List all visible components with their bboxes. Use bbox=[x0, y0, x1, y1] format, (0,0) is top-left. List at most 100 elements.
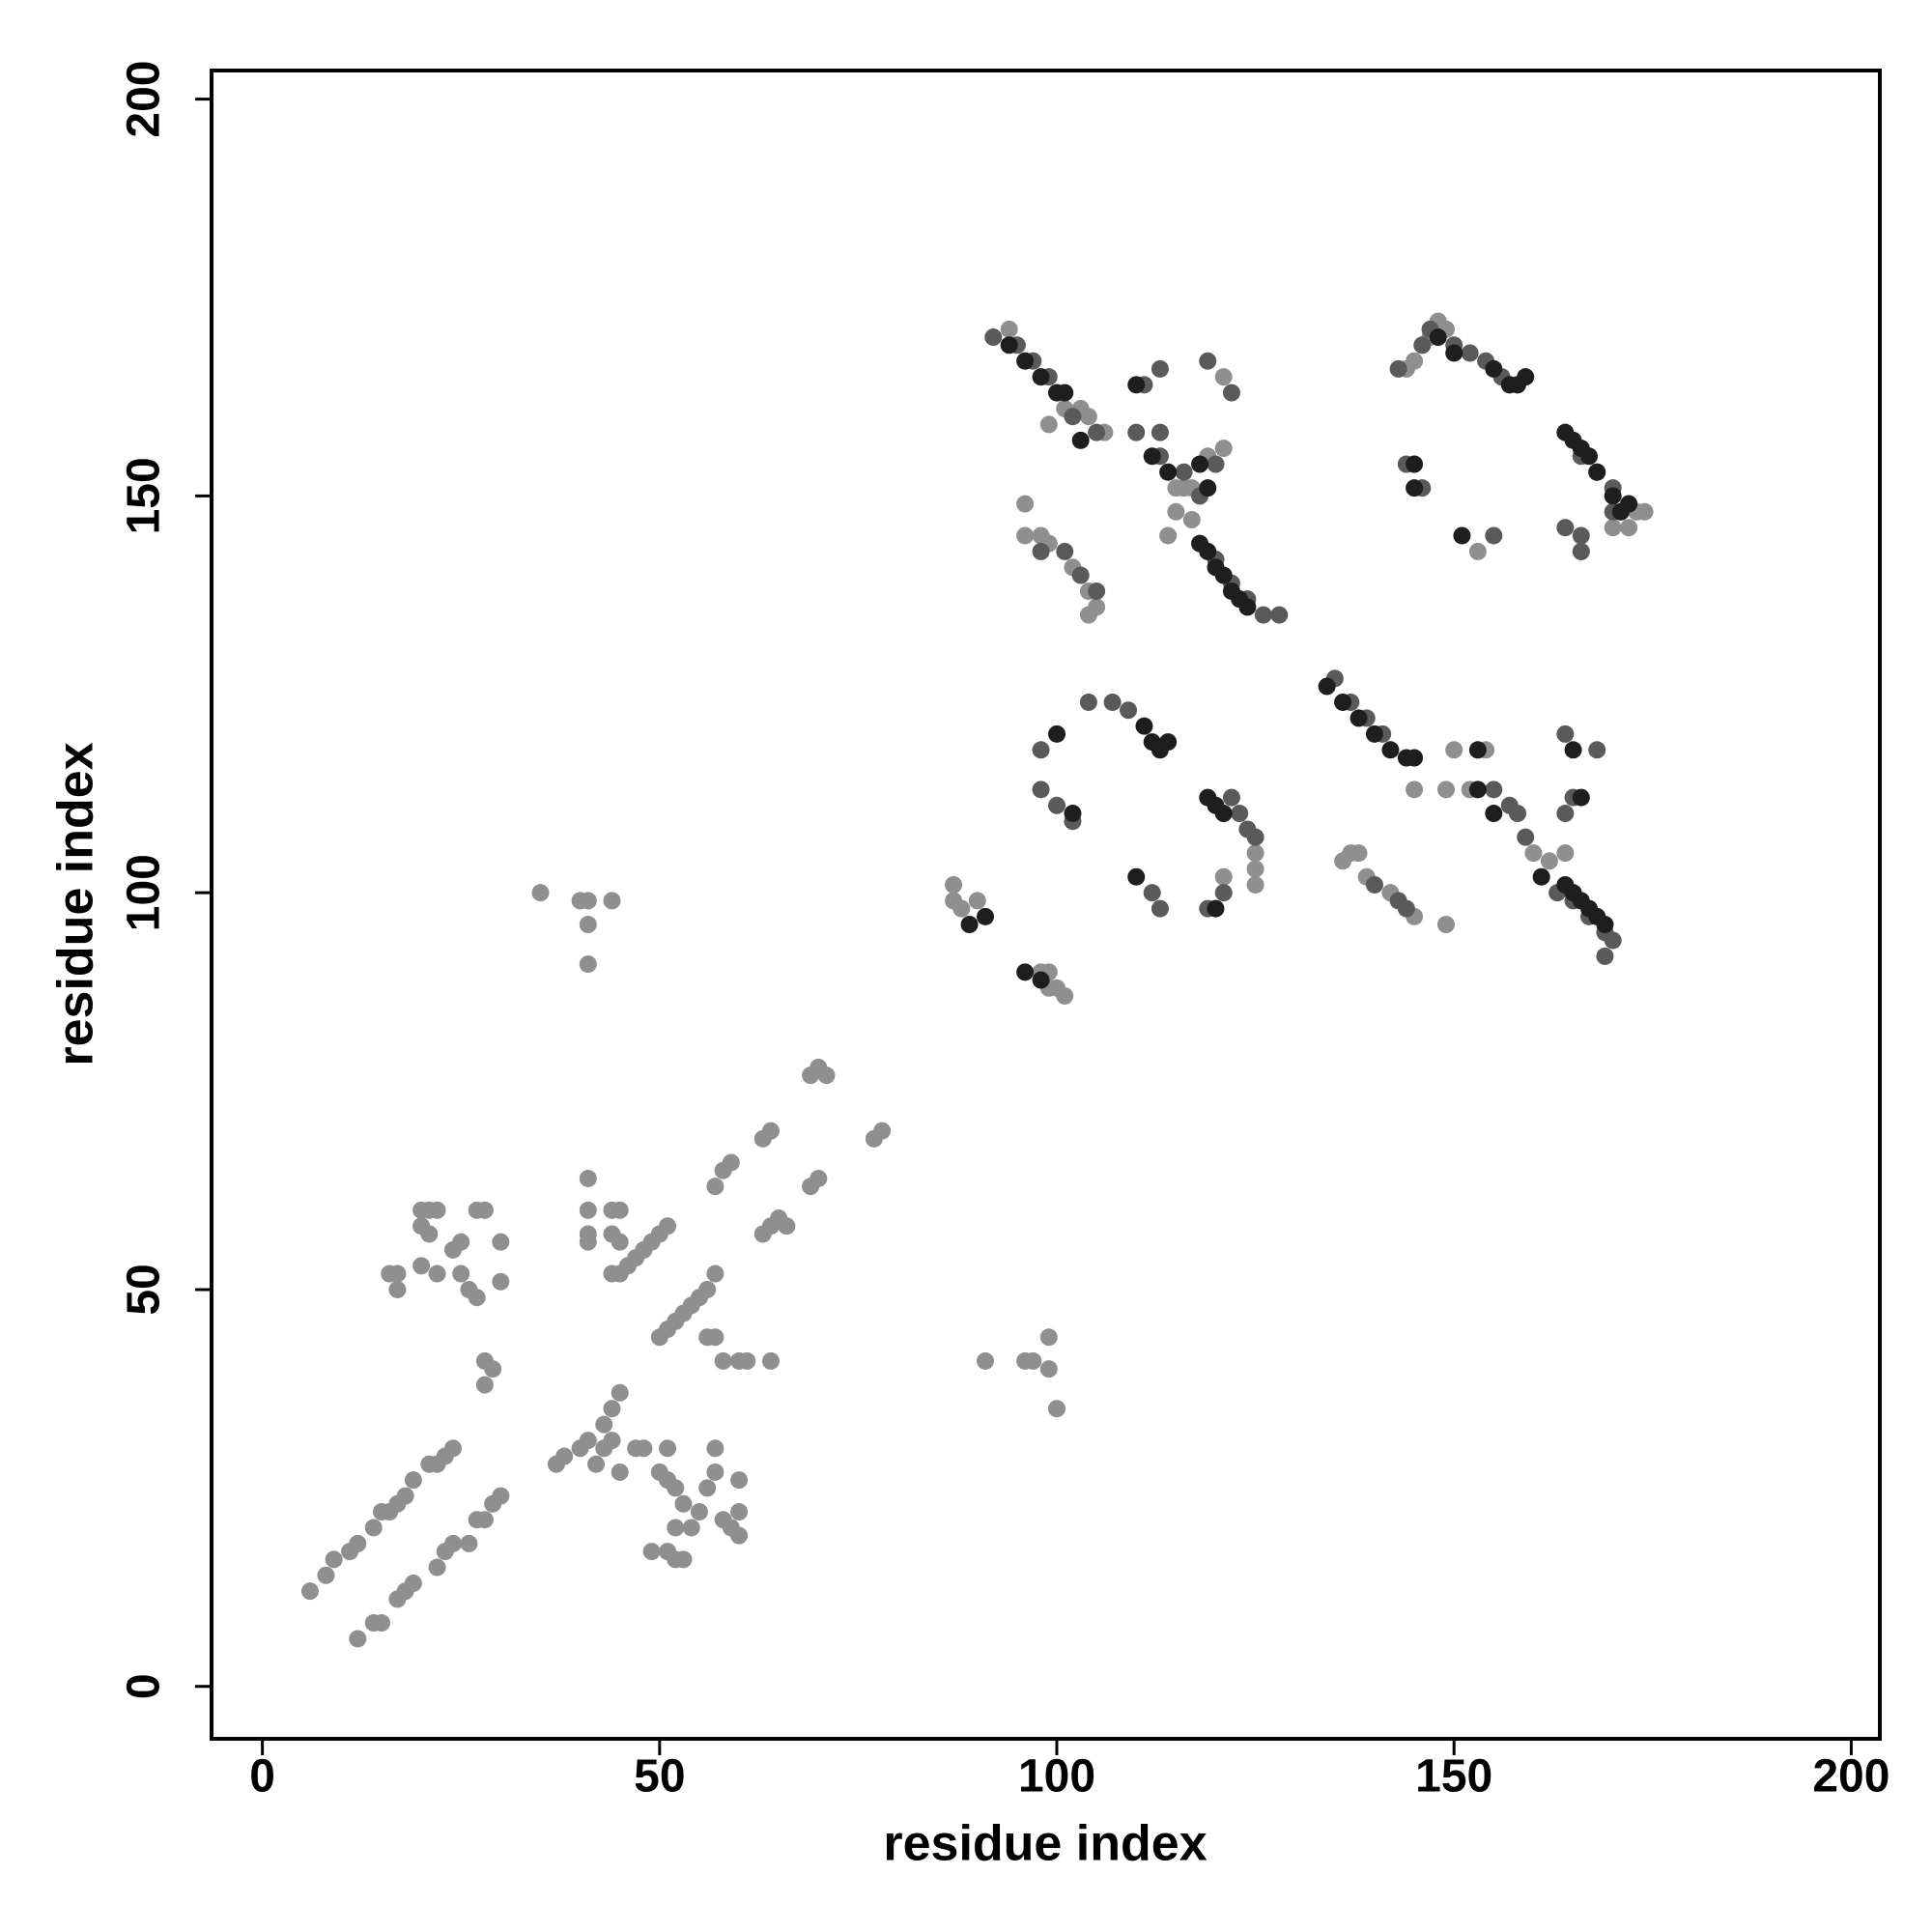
contact-point bbox=[706, 1264, 724, 1283]
contact-point bbox=[396, 1487, 414, 1505]
y-tick-label: 50 bbox=[119, 1264, 170, 1315]
contact-point bbox=[1580, 447, 1599, 466]
contact-point bbox=[1461, 344, 1479, 362]
contact-point bbox=[579, 916, 597, 934]
contact-point bbox=[1532, 867, 1550, 886]
contact-point bbox=[1214, 805, 1233, 823]
contact-point bbox=[1207, 455, 1225, 473]
contact-point bbox=[1436, 781, 1455, 799]
contact-point bbox=[595, 1415, 613, 1434]
contact-point bbox=[1524, 844, 1543, 863]
contact-point bbox=[349, 1534, 367, 1552]
contact-point bbox=[460, 1534, 478, 1552]
contact-point bbox=[1088, 423, 1106, 441]
contact-point bbox=[1596, 916, 1614, 934]
contact-point bbox=[579, 1233, 597, 1251]
contact-point bbox=[492, 1233, 510, 1251]
x-tick-label: 200 bbox=[1812, 1751, 1889, 1803]
contact-point bbox=[428, 1201, 446, 1219]
contact-point bbox=[579, 1169, 597, 1187]
contact-point bbox=[698, 1479, 717, 1497]
contact-point bbox=[579, 955, 597, 974]
contact-point bbox=[1406, 781, 1424, 799]
contact-point bbox=[1016, 963, 1035, 981]
contact-point bbox=[1572, 542, 1590, 560]
contact-point bbox=[1468, 741, 1487, 759]
contact-point bbox=[1000, 336, 1018, 355]
contact-point bbox=[317, 1566, 335, 1584]
contact-point bbox=[444, 1439, 463, 1458]
contact-point bbox=[1485, 526, 1503, 545]
contact-point bbox=[1039, 415, 1058, 434]
contact-point bbox=[1596, 947, 1614, 965]
x-tick-label: 100 bbox=[1018, 1751, 1095, 1803]
contact-point bbox=[1604, 519, 1622, 537]
contact-point bbox=[722, 1153, 740, 1172]
contact-point bbox=[1270, 606, 1289, 624]
contact-point bbox=[1167, 502, 1185, 521]
contact-point bbox=[1436, 916, 1455, 934]
contact-point bbox=[1406, 352, 1424, 370]
contact-point bbox=[1318, 677, 1336, 696]
contact-point bbox=[475, 1201, 494, 1219]
contact-point bbox=[1071, 566, 1090, 584]
contact-point bbox=[1079, 408, 1097, 426]
contact-point bbox=[1151, 899, 1169, 918]
contact-point bbox=[1199, 479, 1217, 497]
contact-point bbox=[579, 892, 597, 910]
contact-point bbox=[730, 1503, 749, 1521]
contact-point bbox=[1246, 828, 1264, 846]
contact-point bbox=[1064, 805, 1082, 823]
contact-point bbox=[945, 875, 963, 894]
contact-point bbox=[1406, 455, 1424, 473]
contact-point bbox=[1032, 741, 1050, 759]
contact-point bbox=[492, 1487, 510, 1505]
contact-point bbox=[1365, 724, 1383, 743]
contact-point bbox=[1572, 526, 1590, 545]
contact-point bbox=[1191, 455, 1209, 473]
x-tick-label: 50 bbox=[634, 1751, 685, 1803]
contact-point bbox=[1572, 788, 1590, 807]
contact-point bbox=[1334, 693, 1352, 711]
contact-point bbox=[1468, 781, 1487, 799]
contact-point bbox=[1389, 359, 1407, 378]
contact-point bbox=[698, 1280, 717, 1298]
contact-point bbox=[960, 916, 979, 934]
contact-point bbox=[1604, 931, 1622, 950]
contact-point bbox=[1604, 487, 1622, 505]
contact-point bbox=[1127, 867, 1146, 886]
contact-point bbox=[428, 1264, 446, 1283]
contact-point bbox=[1056, 384, 1074, 402]
contact-point bbox=[738, 1351, 756, 1370]
contact-point bbox=[817, 1066, 836, 1085]
contact-point bbox=[714, 1351, 732, 1370]
contact-point bbox=[603, 1432, 621, 1450]
contact-point bbox=[1429, 328, 1447, 347]
contact-point bbox=[1611, 502, 1630, 521]
contact-point bbox=[667, 1519, 685, 1537]
contact-point bbox=[579, 1201, 597, 1219]
contact-point bbox=[1540, 852, 1558, 870]
y-axis-title: residue index bbox=[48, 742, 104, 1065]
contact-point bbox=[873, 1122, 892, 1140]
contact-point bbox=[1231, 805, 1249, 823]
contact-point bbox=[475, 1376, 494, 1394]
contact-point bbox=[1413, 336, 1432, 355]
contact-point bbox=[1127, 423, 1146, 441]
contact-point bbox=[1039, 1360, 1058, 1378]
contact-point bbox=[1032, 971, 1050, 989]
x-tick-label: 0 bbox=[249, 1751, 275, 1803]
contact-point bbox=[1350, 844, 1368, 863]
contact-point bbox=[1056, 986, 1074, 1005]
contact-point bbox=[659, 1439, 677, 1458]
contact-point bbox=[1032, 542, 1050, 560]
contact-point bbox=[1246, 860, 1264, 878]
y-tick-label: 0 bbox=[119, 1673, 170, 1699]
contact-point bbox=[1406, 749, 1424, 767]
contact-point bbox=[555, 1447, 574, 1465]
contact-point bbox=[300, 1582, 319, 1601]
contact-point bbox=[364, 1519, 383, 1537]
contact-point bbox=[1159, 526, 1178, 545]
contact-point bbox=[452, 1264, 470, 1283]
contact-point bbox=[1159, 463, 1178, 481]
